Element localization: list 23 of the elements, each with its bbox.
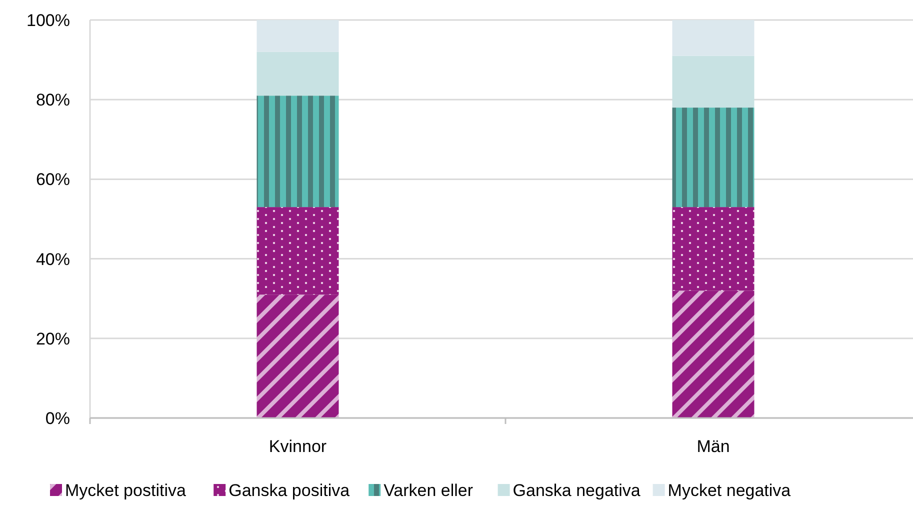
bar xyxy=(256,20,339,52)
y-tick-label: 40% xyxy=(36,250,70,269)
legend-label: Ganska positiva xyxy=(228,481,350,500)
bar xyxy=(256,96,339,208)
y-tick-label: 80% xyxy=(36,90,70,110)
x-tick-label: Kvinnor xyxy=(268,437,327,456)
bar xyxy=(256,207,339,295)
bar xyxy=(672,56,754,108)
bar xyxy=(256,294,339,418)
legend-label: Ganska negativa xyxy=(512,481,641,500)
y-tick-label: 100% xyxy=(26,10,70,30)
x-tick-label: Män xyxy=(696,437,730,456)
bar xyxy=(672,207,754,291)
y-tick-label: 0% xyxy=(45,408,70,428)
legend-label: Varken eller xyxy=(384,481,474,500)
legend-label: Mycket negativa xyxy=(668,481,792,500)
bar xyxy=(672,20,754,56)
bar xyxy=(672,108,754,208)
y-tick-label: 20% xyxy=(36,329,70,348)
bar xyxy=(256,52,339,96)
y-tick-label: 60% xyxy=(36,170,70,190)
legend-label: Mycket postitiva xyxy=(65,481,186,500)
bar xyxy=(672,290,754,418)
